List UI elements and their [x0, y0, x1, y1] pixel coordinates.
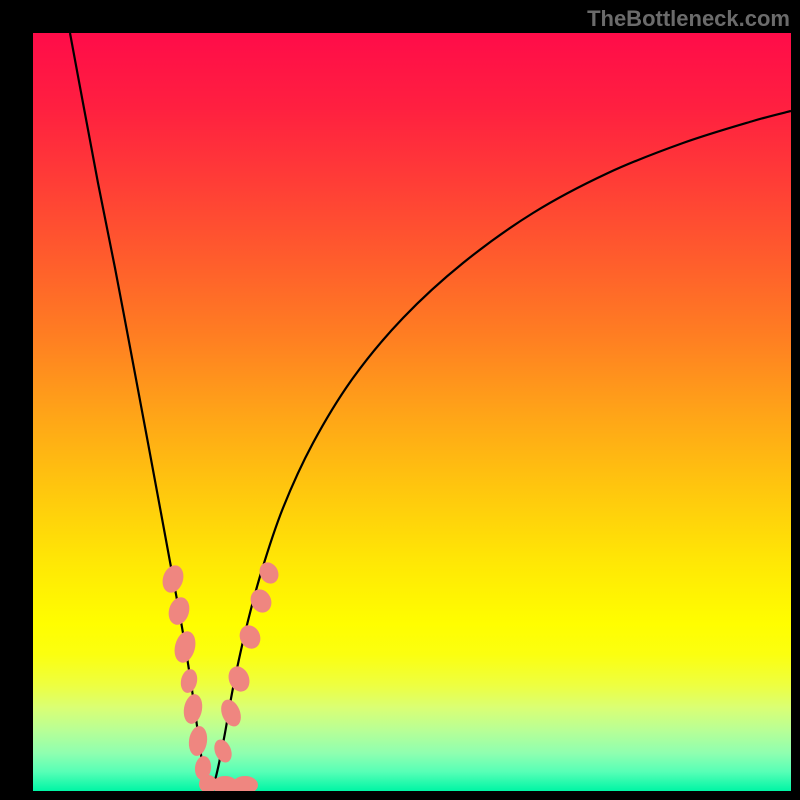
plot-area: [33, 33, 791, 791]
watermark-text: TheBottleneck.com: [587, 6, 790, 32]
data-marker: [179, 668, 200, 695]
data-marker: [159, 563, 187, 596]
marker-layer: [33, 33, 791, 791]
data-marker: [256, 559, 282, 587]
data-marker: [225, 663, 253, 695]
data-marker: [211, 737, 235, 765]
data-marker: [247, 586, 275, 616]
data-marker: [171, 629, 198, 665]
data-marker: [232, 776, 258, 791]
data-marker: [217, 697, 244, 730]
data-marker: [187, 725, 209, 757]
data-marker: [166, 595, 193, 627]
data-marker: [182, 693, 205, 726]
chart-root: TheBottleneck.com: [0, 0, 800, 800]
data-marker: [236, 622, 264, 652]
